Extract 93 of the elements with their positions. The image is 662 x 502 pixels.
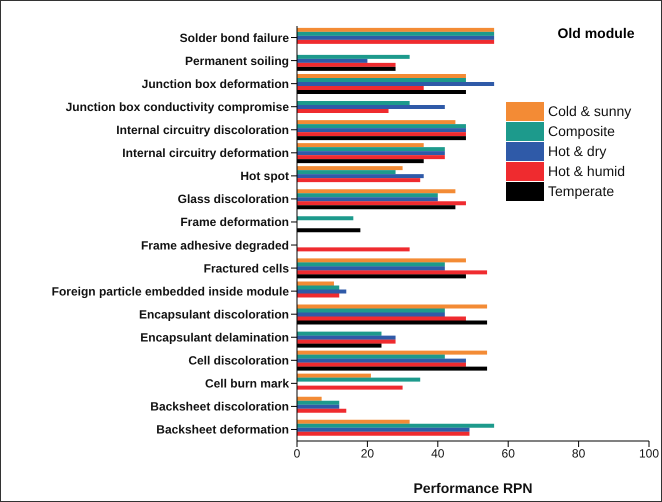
- bar: [297, 332, 382, 336]
- bar: [297, 74, 466, 78]
- legend-label: Hot & humid: [548, 163, 626, 179]
- bar: [297, 386, 403, 390]
- bar: [297, 128, 466, 132]
- y-tick-label: Internal circuitry discoloration: [116, 123, 289, 138]
- bar: [297, 258, 466, 262]
- bar: [297, 193, 438, 198]
- bar: [297, 350, 488, 355]
- bar: [297, 354, 445, 359]
- y-tick-label: Frame deformation: [180, 215, 289, 230]
- bar: [297, 28, 494, 32]
- legend-label: Cold & sunny: [548, 103, 632, 119]
- bar: [297, 266, 445, 270]
- bar: [297, 174, 424, 178]
- x-tick-label: 80: [572, 446, 586, 461]
- bar: [297, 432, 470, 436]
- bar: [297, 281, 334, 286]
- bar: [297, 151, 445, 156]
- bar: [297, 62, 396, 67]
- bar: [297, 170, 396, 174]
- bar: [297, 78, 466, 82]
- bar: [297, 32, 494, 36]
- bar: [297, 293, 340, 298]
- x-tick-label: 100: [638, 446, 660, 461]
- legend-label: Hot & dry: [548, 143, 606, 159]
- x-axis-title: Performance RPN: [413, 480, 533, 496]
- bar: [297, 155, 445, 160]
- bar: [297, 404, 340, 409]
- y-tick-label: Hot spot: [240, 169, 290, 184]
- y-tick-label: Permanent soiling: [184, 54, 289, 68]
- bar: [297, 132, 466, 136]
- bar: [297, 362, 466, 367]
- bar: [297, 147, 445, 152]
- bar: [297, 166, 403, 170]
- x-tick-label: 20: [360, 446, 374, 461]
- bar: [297, 197, 438, 202]
- bar: [297, 374, 371, 378]
- bar: [297, 189, 456, 194]
- bar: [297, 304, 488, 309]
- bar: [297, 316, 466, 321]
- bar: [297, 58, 368, 63]
- bar: [297, 358, 466, 363]
- bar: [297, 336, 396, 340]
- bar: [297, 424, 494, 428]
- bar: [297, 86, 424, 90]
- chart-title: Old module: [556, 25, 636, 41]
- bar: [297, 289, 346, 294]
- bar: [297, 378, 420, 382]
- y-tick-label: Backsheet deformation: [156, 422, 289, 437]
- x-tick-label: 40: [431, 446, 445, 461]
- y-tick-label: Internal circuitry deformation: [122, 146, 289, 160]
- y-tick-label: Junction box deformation: [142, 76, 289, 91]
- y-tick-label: Backsheet discoloration: [150, 400, 289, 414]
- y-tick-label: Cell discoloration: [188, 354, 289, 368]
- bar: [297, 420, 410, 424]
- bar: [297, 340, 396, 344]
- bar: [297, 54, 410, 59]
- bar: [297, 428, 470, 432]
- y-tick-label: Fractured cells: [204, 261, 290, 276]
- bar: [297, 308, 445, 313]
- y-tick-label: Junction box conductivity compromise: [66, 100, 290, 114]
- y-tick-label: Solder bond failure: [180, 30, 290, 45]
- x-tick-label: 0: [294, 446, 301, 461]
- bar: [297, 400, 340, 405]
- bar: [297, 40, 494, 44]
- bar: [297, 285, 340, 290]
- bar: [297, 247, 410, 252]
- x-tick-label: 60: [502, 446, 516, 461]
- bar: [297, 143, 424, 148]
- y-tick-label: Frame adhesive degraded: [140, 238, 289, 252]
- bar: [297, 201, 466, 206]
- bar: [297, 178, 420, 182]
- y-tick-label: Encapsulant delamination: [140, 330, 289, 345]
- bar: [297, 312, 445, 317]
- bar: [297, 120, 456, 124]
- bar: [297, 408, 346, 413]
- legend-label: Composite: [548, 123, 615, 139]
- bar: [297, 101, 410, 106]
- bar: [297, 270, 488, 274]
- bar: [297, 216, 354, 220]
- bar: [297, 124, 466, 128]
- bar: [297, 82, 494, 86]
- bar: [297, 36, 494, 40]
- bar: [297, 105, 445, 110]
- y-tick-label: Encapsulant discoloration: [138, 307, 289, 322]
- y-tick-label: Cell burn mark: [204, 376, 290, 391]
- legend-label: Temperate: [548, 183, 614, 199]
- y-tick-label: Foreign particle embedded inside module: [52, 284, 290, 298]
- y-tick-label: Glass discoloration: [178, 192, 289, 206]
- bar: [297, 396, 322, 401]
- bar: [297, 109, 389, 114]
- bar: [297, 262, 445, 266]
